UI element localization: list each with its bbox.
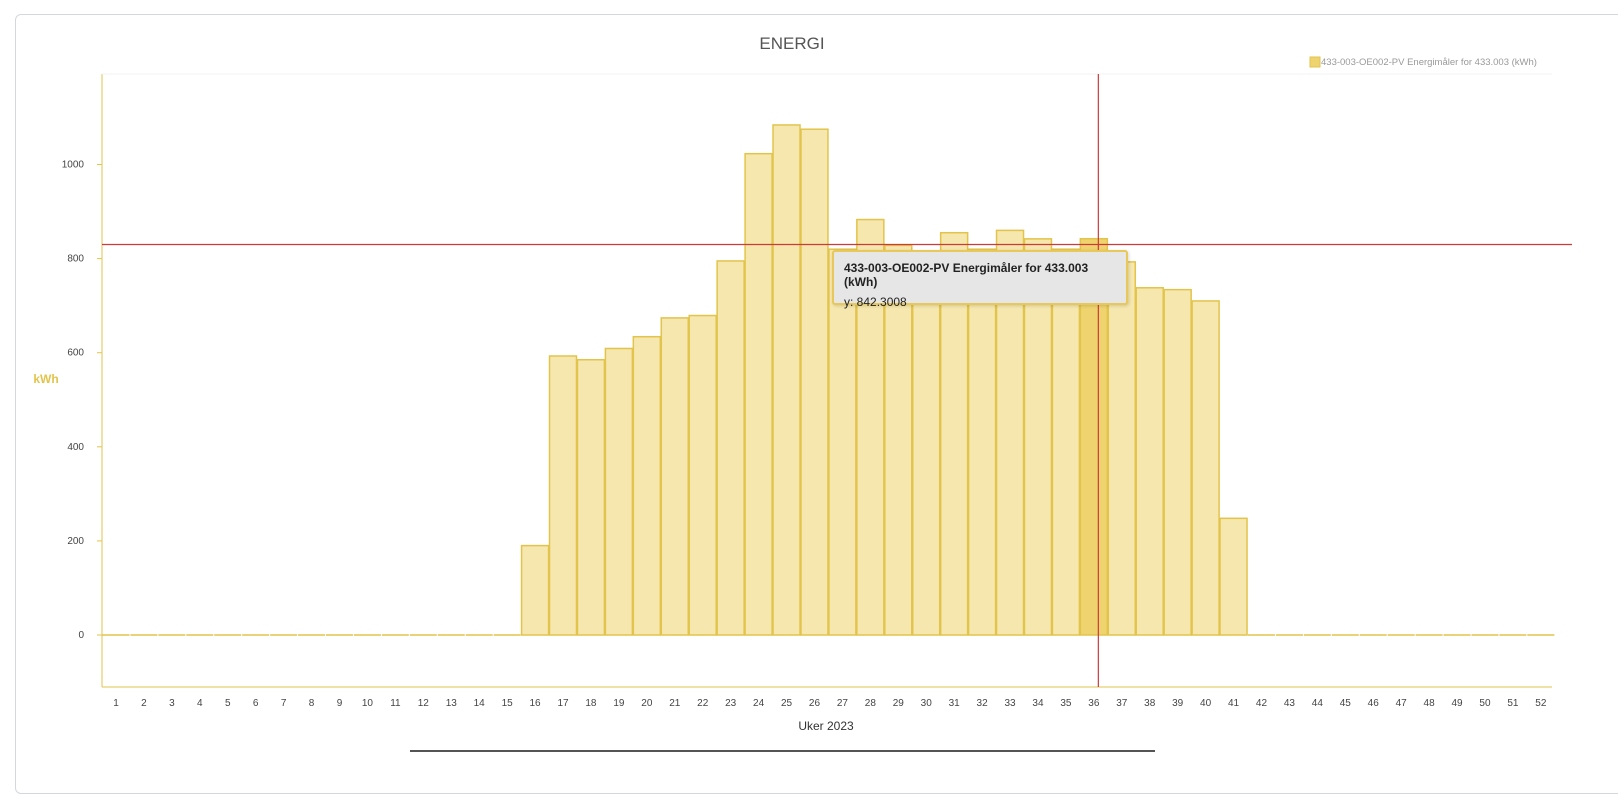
x-tick-label: 21 <box>669 698 681 709</box>
bar-week-25 <box>772 124 801 636</box>
x-tick-label: 51 <box>1507 698 1519 709</box>
x-tick-label: 22 <box>697 698 709 709</box>
bar-week-35 <box>1051 248 1081 636</box>
bar-week-32 <box>967 248 997 636</box>
bar-week-41 <box>1219 517 1248 636</box>
x-tick-label: 31 <box>949 698 961 709</box>
x-tick-label: 50 <box>1479 698 1491 709</box>
bottom-scrollbar[interactable] <box>410 750 1155 752</box>
x-tick-label: 8 <box>309 698 315 709</box>
x-tick-label: 7 <box>281 698 287 709</box>
x-tick-label: 28 <box>865 698 877 709</box>
x-tick-label: 4 <box>197 698 203 709</box>
x-tick-label: 19 <box>613 698 625 709</box>
x-tick-label: 3 <box>169 698 175 709</box>
x-tick-label: 18 <box>585 698 597 709</box>
x-axis-label: Uker 2023 <box>798 719 854 733</box>
tooltip: 433-003-OE002-PV Energimåler for 433.003… <box>832 250 1128 309</box>
x-tick-label: 42 <box>1256 698 1268 709</box>
legend[interactable]: 433-003-OE002-PV Energimåler for 433.003… <box>1309 56 1537 68</box>
y-tick-label: 400 <box>67 442 84 453</box>
bar-week-19 <box>604 347 634 636</box>
x-tick-label: 12 <box>418 698 430 709</box>
x-tick-label: 15 <box>502 698 514 709</box>
bar-week-17 <box>548 355 578 636</box>
x-tick-label: 23 <box>725 698 737 709</box>
x-tick-label: 17 <box>557 698 569 709</box>
tooltip-title: 433-003-OE002-PV Energimåler for 433.003… <box>844 261 1089 289</box>
y-tick-label: 600 <box>67 348 84 359</box>
x-tick-label: 6 <box>253 698 259 709</box>
tooltip-value: y: 842.3008 <box>844 295 907 309</box>
x-tick-label: 27 <box>837 698 849 709</box>
bar-week-22 <box>688 314 717 636</box>
x-tick-label: 10 <box>362 698 374 709</box>
bar-week-26 <box>800 128 829 636</box>
x-tick-label: 20 <box>641 698 653 709</box>
bar-week-20 <box>632 335 662 636</box>
bar-week-18 <box>576 359 606 636</box>
x-tick-label: 11 <box>390 698 401 709</box>
x-tick-label: 34 <box>1032 698 1044 709</box>
x-tick-label: 1 <box>113 698 119 709</box>
x-tick-label: 35 <box>1060 698 1072 709</box>
x-tick-label: 32 <box>977 698 989 709</box>
x-tick-label: 13 <box>446 698 458 709</box>
chart-title: ENERGI <box>759 34 824 53</box>
x-tick-label: 46 <box>1368 698 1380 709</box>
x-tick-label: 30 <box>921 698 933 709</box>
x-tick-label: 52 <box>1535 698 1547 709</box>
y-tick-label: 1000 <box>62 160 85 171</box>
bar-week-21 <box>660 317 690 636</box>
x-tick-label: 44 <box>1312 698 1324 709</box>
bar-week-30 <box>911 250 941 636</box>
x-tick-label: 25 <box>781 698 793 709</box>
y-tick-label: 800 <box>67 254 84 265</box>
bar-week-23 <box>716 260 745 636</box>
x-tick-label: 33 <box>1004 698 1016 709</box>
x-tick-label: 29 <box>893 698 905 709</box>
y-tick-label: 200 <box>67 536 84 547</box>
bar-week-38 <box>1135 287 1164 636</box>
bar-week-24 <box>744 152 773 636</box>
legend-swatch[interactable] <box>1309 56 1321 68</box>
x-tick-label: 41 <box>1228 698 1240 709</box>
x-tick-label: 38 <box>1144 698 1156 709</box>
x-tick-label: 49 <box>1451 698 1463 709</box>
x-tick-label: 39 <box>1172 698 1184 709</box>
y-axis-label: kWh <box>33 372 58 386</box>
energy-bar-chart: ENERGI 433-003-OE002-PV Energimåler for … <box>33 34 1572 733</box>
x-tick-label: 48 <box>1424 698 1436 709</box>
bar-week-29 <box>884 244 913 636</box>
x-tick-label: 9 <box>337 698 343 709</box>
x-tick-label: 45 <box>1340 698 1352 709</box>
legend-label[interactable]: 433-003-OE002-PV Energimåler for 433.003… <box>1321 57 1537 68</box>
x-tick-label: 40 <box>1200 698 1212 709</box>
bar-week-37 <box>1107 261 1137 636</box>
x-tick-label: 16 <box>530 698 542 709</box>
y-tick-label: 0 <box>78 630 84 641</box>
x-tick-label: 24 <box>753 698 765 709</box>
x-tick-label: 5 <box>225 698 231 709</box>
bar-week-27 <box>828 248 857 636</box>
x-tick-label: 43 <box>1284 698 1296 709</box>
bar-week-39 <box>1163 288 1192 636</box>
x-tick-label: 47 <box>1396 698 1408 709</box>
x-tick-label: 14 <box>474 698 486 709</box>
x-tick-label: 36 <box>1088 698 1100 709</box>
bar-week-16 <box>520 544 550 636</box>
bar-week-40 <box>1191 300 1220 636</box>
x-tick-label: 37 <box>1116 698 1128 709</box>
x-tick-label: 26 <box>809 698 821 709</box>
x-tick-label: 2 <box>141 698 147 709</box>
